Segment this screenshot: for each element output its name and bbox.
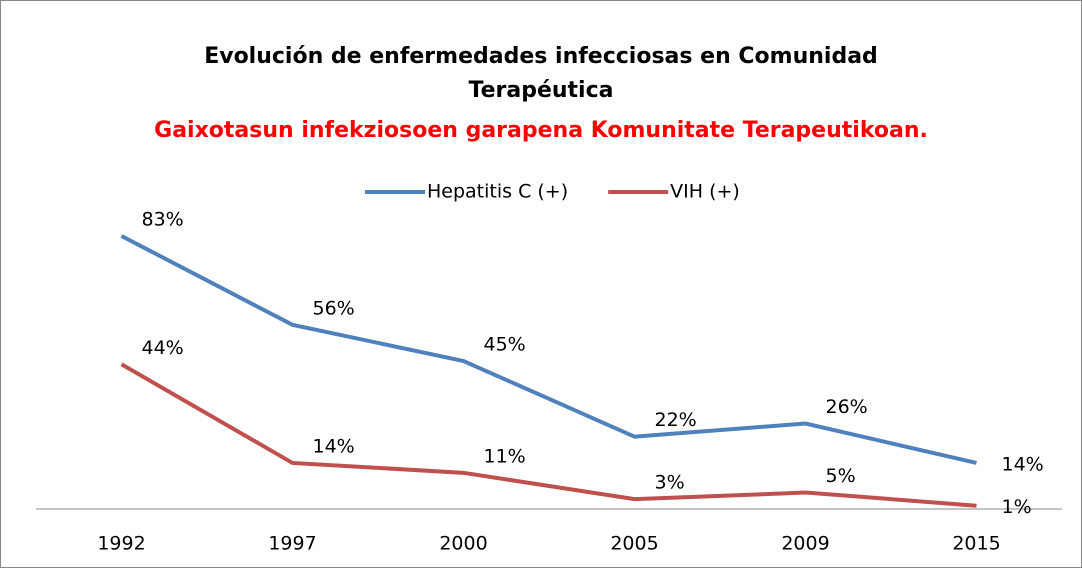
- data-label: 11%: [484, 445, 526, 467]
- x-tick-label: 1997: [268, 533, 316, 555]
- chart-subtitle: Gaixotasun infekziosoen garapena Komunit…: [154, 118, 928, 143]
- x-tick-label: 2000: [439, 533, 487, 555]
- data-label: 56%: [313, 297, 355, 319]
- x-tick-label: 2015: [952, 533, 1000, 555]
- data-label: 45%: [484, 334, 526, 356]
- legend-label: Hepatitis C (+): [427, 181, 568, 203]
- data-label: 5%: [826, 465, 856, 487]
- chart-title: Evolución de enfermedades infecciosas en…: [204, 44, 878, 103]
- data-label: 3%: [655, 472, 685, 494]
- line-series: [120, 362, 977, 508]
- data-label: 14%: [1002, 453, 1044, 475]
- legend-label: VIH (+): [670, 181, 740, 203]
- x-tick-label: 2009: [781, 533, 829, 555]
- data-label: 14%: [313, 435, 355, 457]
- line-series: [120, 234, 977, 465]
- data-label: 1%: [1002, 496, 1032, 518]
- x-tick-label: 1992: [97, 533, 145, 555]
- data-label: 26%: [826, 396, 868, 418]
- data-label: 83%: [142, 209, 184, 231]
- data-label: 44%: [142, 337, 184, 359]
- data-label: 22%: [655, 409, 697, 431]
- x-tick-label: 2005: [610, 533, 658, 555]
